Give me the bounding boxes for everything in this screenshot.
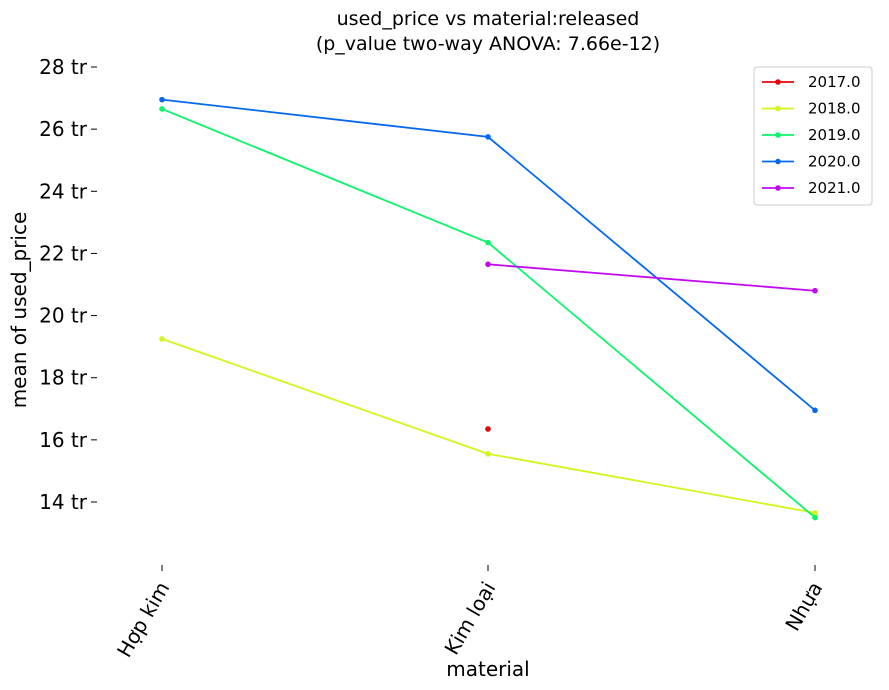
y-tick-label: 22 tr — [39, 241, 88, 265]
series-line-2021.0 — [487, 263, 816, 292]
chart-title-line2: (p_value two-way ANOVA: 7.66e-12) — [316, 33, 660, 55]
data-point-2021.0 — [812, 287, 818, 294]
y-axis-label: mean of used_price — [7, 212, 31, 409]
x-axis-label: material — [446, 657, 529, 681]
data-point-2018.0 — [159, 336, 165, 342]
legend-marker-2020.0 — [775, 158, 781, 165]
legend-marker-2021.0 — [775, 185, 781, 191]
data-point-2020.0 — [159, 96, 165, 103]
legend-label-2021.0: 2021.0 — [808, 179, 861, 197]
data-point-2019.0 — [485, 239, 491, 246]
legend-frame — [753, 66, 873, 206]
x-tick-label: Kim loại — [439, 578, 500, 659]
data-point-2020.0 — [485, 134, 491, 140]
y-tick-label: 26 tr — [39, 117, 88, 141]
y-tick-label: 28 tr — [39, 55, 88, 79]
legend-label-2018.0: 2018.0 — [808, 100, 861, 118]
y-tick-label: 18 tr — [39, 366, 88, 390]
y-axis: 14 tr 16 tr 18 tr 20 tr 22 tr 24 tr 26 tr 28 tr — [39, 55, 97, 514]
legend-marker-2017.0 — [775, 79, 781, 85]
x-tick-label: Hợp kim — [112, 578, 174, 662]
legend-label-2020.0: 2020.0 — [808, 153, 861, 171]
chart-title-line1: used_price vs material:released — [337, 8, 640, 30]
data-point-2019.0 — [812, 514, 818, 521]
data-point-2020.0 — [812, 407, 818, 414]
data-point-2021.0 — [485, 261, 491, 268]
legend-marker-2018.0 — [775, 105, 781, 112]
series-line-2018.0 — [161, 338, 816, 514]
y-tick-label: 14 tr — [39, 490, 88, 514]
data-point-2017.0 — [485, 426, 491, 432]
x-axis: Hợp kim Kim loại Nhựa — [112, 565, 827, 661]
legend-marker-2019.0 — [775, 132, 781, 138]
data-point-2018.0 — [485, 451, 491, 457]
series-line-2020.0 — [161, 98, 816, 412]
legend-label-2019.0: 2019.0 — [808, 126, 861, 144]
y-tick-label: 24 tr — [39, 179, 88, 203]
series-points — [159, 96, 818, 521]
y-tick-label: 20 tr — [39, 304, 88, 328]
data-point-2018.0 — [812, 510, 818, 516]
legend-label-2017.0: 2017.0 — [808, 73, 861, 91]
x-tick-label: Nhựa — [780, 578, 827, 636]
legend: 2017.0 2018.0 2019.0 2020.0 2021.0 — [753, 66, 873, 206]
data-point-2019.0 — [159, 106, 165, 112]
y-tick-label: 16 tr — [39, 428, 88, 452]
